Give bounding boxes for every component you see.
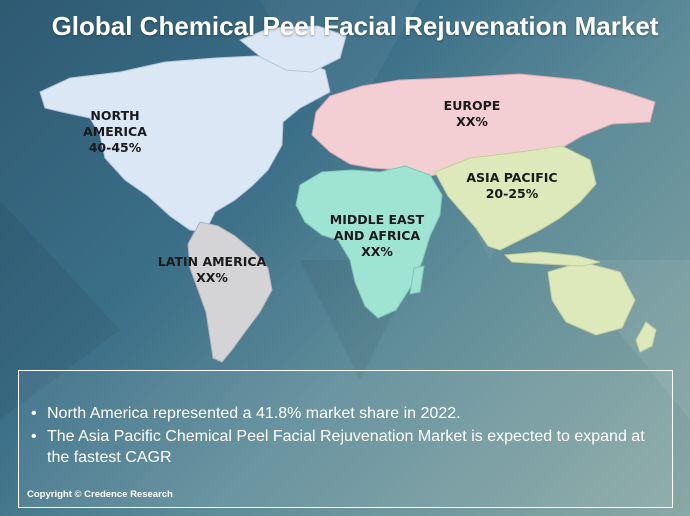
greenland-shape	[239, 25, 347, 73]
north-america-shape	[39, 55, 331, 233]
region-name-asia-pacific: ASIA PACIFIC	[466, 170, 558, 185]
key-finding-item: • The Asia Pacific Chemical Peel Facial …	[29, 426, 669, 468]
region-value-latin-america: XX%	[196, 270, 228, 285]
region-value-middle-east-africa: XX%	[361, 244, 393, 259]
bullet-icon: •	[31, 405, 37, 422]
region-value-europe: XX%	[456, 114, 488, 129]
key-finding-text: The Asia Pacific Chemical Peel Facial Re…	[47, 428, 645, 466]
key-findings-box: • North America represented a 41.8% mark…	[18, 370, 673, 508]
copyright-text: Copyright © Credence Research	[27, 489, 173, 500]
region-name-north-america: NORTH AMERICA	[83, 108, 147, 139]
region-value-asia-pacific: 20-25%	[485, 186, 539, 201]
region-label-europe: EUROPE XX%	[432, 98, 512, 130]
region-label-latin-america: LATIN AMERICA XX%	[156, 254, 268, 286]
region-name-latin-america: LATIN AMERICA	[157, 254, 267, 269]
region-label-asia-pacific: ASIA PACIFIC 20-25%	[462, 170, 562, 202]
region-value-north-america: 40-45%	[88, 140, 142, 155]
latin-america-shape	[187, 221, 273, 363]
asia-pacific-shape	[434, 145, 597, 251]
region-label-north-america: NORTH AMERICA 40-45%	[62, 108, 168, 156]
middle-east-africa-shape	[295, 165, 443, 319]
bullet-icon: •	[31, 428, 37, 445]
chart-title: Global Chemical Peel Facial Rejuvenation…	[51, 11, 659, 41]
new-zealand-shape	[635, 321, 657, 353]
key-finding-text: North America represented a 41.8% market…	[47, 405, 461, 422]
australia-shape	[547, 261, 636, 336]
indonesia-shape	[503, 251, 601, 267]
region-shape-north-america	[39, 25, 347, 233]
region-label-middle-east-africa: MIDDLE EAST AND AFRICA XX%	[318, 212, 436, 260]
region-name-middle-east-africa: MIDDLE EAST AND AFRICA	[329, 212, 425, 243]
madagascar-shape	[409, 265, 425, 295]
region-name-europe: EUROPE	[443, 98, 501, 113]
key-finding-item: • North America represented a 41.8% mark…	[29, 403, 669, 424]
region-shape-asia-pacific	[434, 145, 657, 353]
key-findings-list: • North America represented a 41.8% mark…	[29, 403, 669, 470]
